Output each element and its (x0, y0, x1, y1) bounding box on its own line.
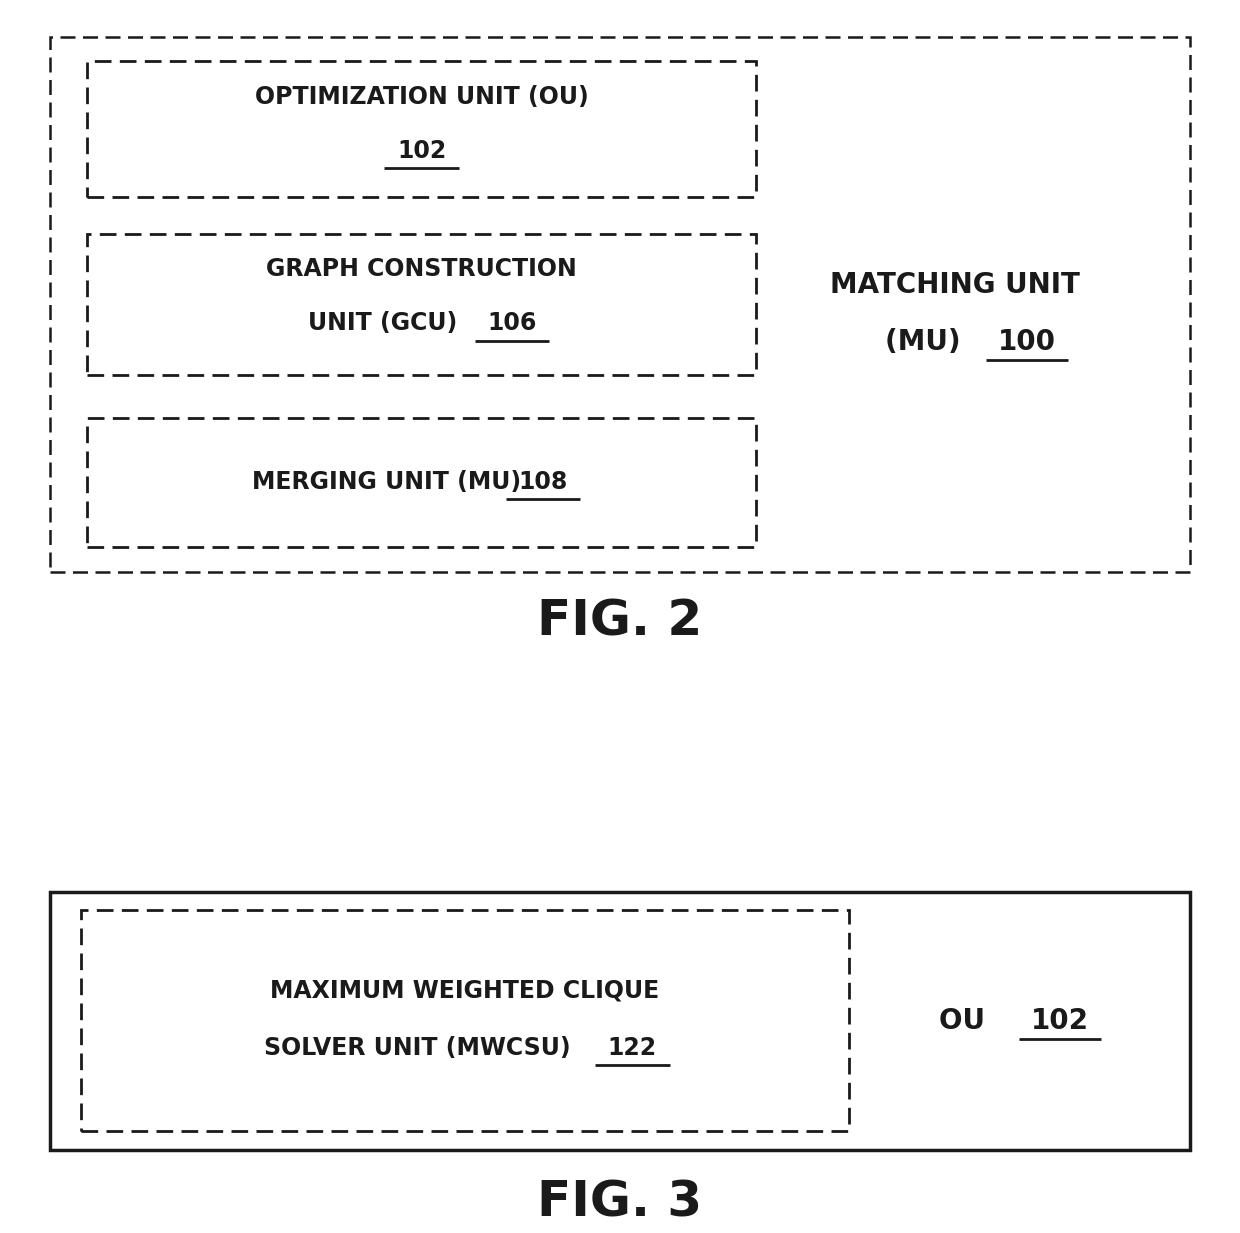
FancyBboxPatch shape (87, 62, 756, 197)
FancyBboxPatch shape (87, 234, 756, 375)
Text: 102: 102 (397, 139, 446, 163)
FancyBboxPatch shape (87, 418, 756, 547)
Text: MATCHING UNIT: MATCHING UNIT (830, 271, 1080, 300)
FancyBboxPatch shape (50, 891, 1190, 1150)
Text: SOLVER UNIT (MWCSU): SOLVER UNIT (MWCSU) (264, 1036, 579, 1060)
FancyBboxPatch shape (81, 910, 849, 1132)
Text: GRAPH CONSTRUCTION: GRAPH CONSTRUCTION (267, 258, 577, 281)
Text: UNIT (GCU): UNIT (GCU) (308, 312, 466, 335)
Text: OPTIMIZATION UNIT (OU): OPTIMIZATION UNIT (OU) (254, 85, 589, 110)
Text: OU: OU (940, 1007, 994, 1034)
Text: 100: 100 (998, 328, 1055, 356)
Text: MERGING UNIT (MU): MERGING UNIT (MU) (252, 470, 529, 494)
Text: 108: 108 (518, 470, 568, 494)
FancyBboxPatch shape (50, 37, 1190, 572)
Text: FIG. 3: FIG. 3 (537, 1179, 703, 1227)
Text: MAXIMUM WEIGHTED CLIQUE: MAXIMUM WEIGHTED CLIQUE (270, 978, 660, 1002)
Text: 122: 122 (608, 1036, 657, 1060)
Text: 102: 102 (1032, 1007, 1089, 1034)
Text: (MU): (MU) (885, 328, 970, 356)
Text: 106: 106 (487, 312, 537, 335)
Text: FIG. 2: FIG. 2 (537, 597, 703, 645)
